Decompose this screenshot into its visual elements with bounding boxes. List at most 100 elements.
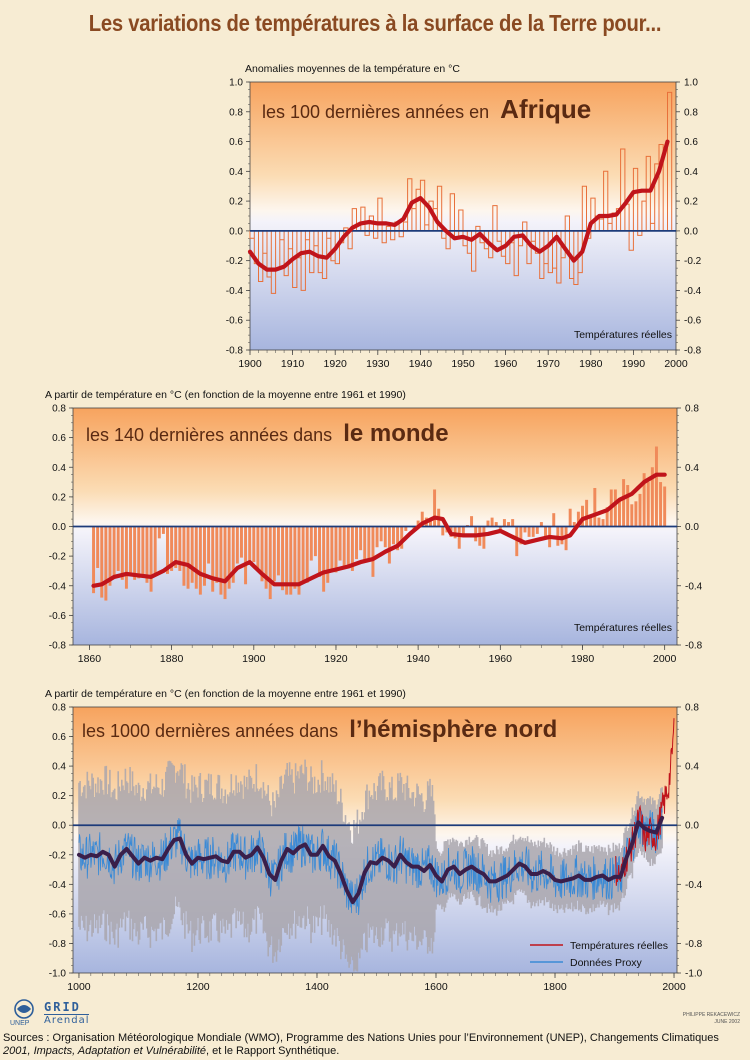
y-tick-label-right: 0.2 [684,197,698,208]
legend-label: Températures réelles [574,329,672,341]
y-tick-label-right: 0.6 [684,137,698,148]
y-tick-label: -0.4 [49,581,67,592]
y-tick-label-right: -0.6 [684,316,702,327]
bar [239,526,243,558]
x-tick-label: 1990 [622,358,646,370]
bar [297,526,301,595]
bar [642,473,646,527]
panel-title: les 140 dernières années dans le monde [86,420,449,447]
sources-plain: Sources : Organisation Météorologique Mo… [3,1032,719,1044]
y-tick-label-right: 0.0 [685,522,699,533]
bar [630,504,634,527]
bar [346,526,350,567]
bar [572,522,576,527]
bar [211,526,215,592]
credit-author: PHILIPPE REKACEWICZ [682,1012,740,1018]
y-tick-label: 0.6 [229,137,243,148]
bar [470,516,474,527]
x-tick-label: 2000 [653,653,677,665]
bar [129,526,132,576]
bar [400,526,404,549]
bar [157,526,161,539]
bar [441,526,445,536]
legend-label: Températures réelles [574,622,672,634]
bar [535,526,539,534]
bar [293,526,297,589]
x-tick-label: 1950 [451,358,475,370]
y-tick-label: -0.8 [49,939,67,950]
bar [359,526,363,551]
bar [190,526,194,583]
bar [396,526,400,551]
bar [203,526,206,586]
bar [486,520,490,527]
bar [539,522,543,527]
panel-title-highlight: Afrique [500,94,591,124]
bar [597,517,601,527]
bar [605,507,609,527]
bar [223,526,227,600]
bar [650,467,654,527]
y-tick-label: -0.6 [49,611,67,622]
bar [638,493,642,527]
y-tick-label: -0.6 [49,909,67,920]
bar [141,526,145,576]
panel-title-prefix: les 140 dernières années dans [86,425,337,445]
y-axis-title: A partir de température en °C (en foncti… [45,389,406,401]
x-tick-label: 1000 [67,981,91,993]
y-tick-label-right: -0.4 [684,286,702,297]
bar [544,526,547,537]
bar [338,526,342,561]
bar [663,486,667,527]
x-tick-label: 1880 [160,653,184,665]
y-tick-label-right: -1.0 [685,969,703,980]
bar [285,526,289,595]
bar [112,526,116,579]
unep-label: UNEP [10,1020,30,1027]
y-tick-label: 0.4 [52,762,66,773]
x-tick-label: 2000 [662,981,686,993]
bar [198,526,202,595]
y-axis-title: Anomalies moyennes de la température en … [245,63,460,75]
y-tick-label-right: -0.8 [684,346,702,357]
x-tick-label: 1900 [238,358,262,370]
y-tick-label-right: -0.8 [685,939,703,950]
bar [166,526,169,574]
bar [256,526,260,571]
x-tick-label: 1920 [324,653,348,665]
sources-italic: 2001, Impacts, Adaptation et Vulnérabili… [3,1045,207,1057]
bar [646,482,650,527]
panel-title-prefix: les 1000 dernières années dans [82,721,343,741]
bar [268,526,272,600]
y-tick-label: 0.2 [229,197,243,208]
bar [585,499,589,527]
bar [560,526,564,545]
bar [523,526,527,533]
bar [371,526,375,577]
x-tick-label: 1800 [543,981,567,993]
bar [161,526,165,534]
x-tick-label: 1910 [281,358,305,370]
x-tick-label: 1400 [305,981,329,993]
bar [355,526,358,560]
chart-monde: A partir de température en °C (en foncti… [45,389,703,665]
page-title: Les variations de températures à la surf… [88,10,662,36]
grid-logo-text: GRID [44,1000,90,1015]
grid-arendal-logo: GRID Arendal [44,1000,90,1026]
bar [326,526,330,583]
bar [186,526,190,589]
y-tick-label: -1.0 [49,969,67,980]
bar [108,526,112,586]
x-tick-label: 1960 [494,358,518,370]
y-tick-label: 0.8 [52,703,66,714]
y-tick-label-right: 0.4 [685,762,699,773]
y-tick-label-right: 1.0 [684,78,698,89]
x-tick-label: 1200 [186,981,210,993]
bar [309,526,313,561]
bar [264,526,268,589]
x-tick-label: 1920 [324,358,348,370]
bar [404,526,408,531]
bar [379,526,383,542]
y-tick-label-right: 0.8 [684,107,698,118]
sources-end: , et le Rapport Synthétique. [206,1045,340,1057]
